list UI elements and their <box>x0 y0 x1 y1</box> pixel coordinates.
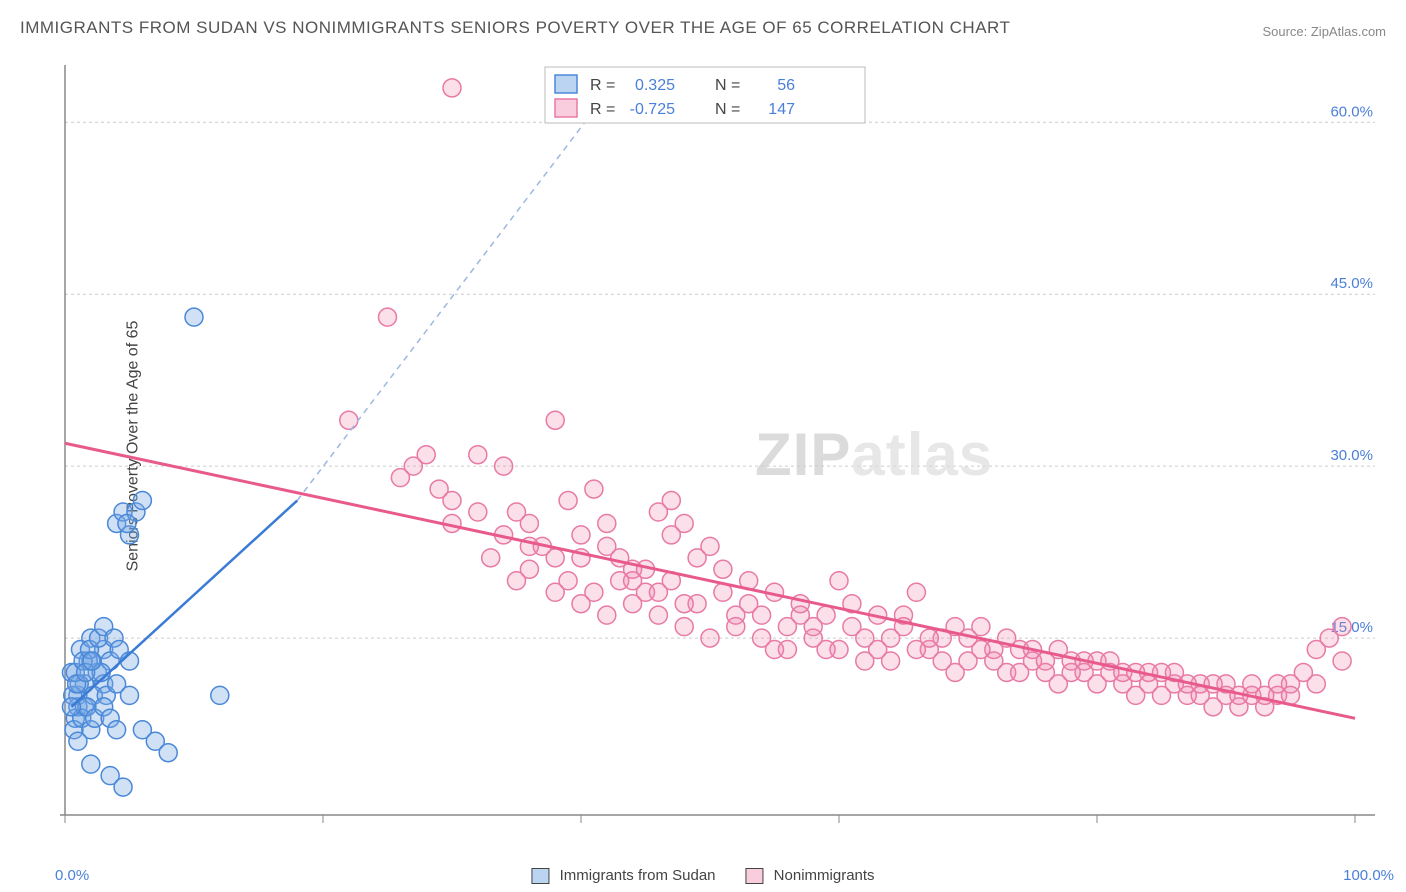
bottom-legend-item-blue: Immigrants from Sudan <box>531 867 715 884</box>
bottom-legend-label-blue: Immigrants from Sudan <box>560 867 716 884</box>
legend-n-value-1: 56 <box>777 77 795 94</box>
series-nonimmigrants <box>340 79 1351 716</box>
trendline-sudan-extrapolated <box>297 76 620 500</box>
series-immigrants-sudan <box>62 308 228 796</box>
legend-swatch-pink-icon <box>555 99 577 117</box>
svg-text:60.0%: 60.0% <box>1330 103 1373 120</box>
stats-legend: R = 0.325 N = 56 R = -0.725 N = 147 <box>545 67 865 123</box>
source-label: Source: ZipAtlas.com <box>1262 24 1386 39</box>
x-tick-label-max: 100.0% <box>1343 867 1394 884</box>
y-tick-labels: 15.0%30.0%45.0%60.0% <box>1330 103 1373 636</box>
svg-text:30.0%: 30.0% <box>1330 447 1373 464</box>
chart-title: IMMIGRANTS FROM SUDAN VS NONIMMIGRANTS S… <box>20 18 1010 38</box>
legend-swatch-blue-icon <box>555 75 577 93</box>
chart-area: 15.0%30.0%45.0%60.0% ZIPatlas R = 0.325 … <box>55 55 1385 835</box>
legend-n-value-2: 147 <box>768 101 795 118</box>
legend-n-label-1: N = <box>715 77 740 94</box>
x-ticks <box>65 815 1355 823</box>
bottom-legend-label-pink: Nonimmigrants <box>774 867 875 884</box>
legend-r-value-1: 0.325 <box>635 77 675 94</box>
x-tick-label-min: 0.0% <box>55 867 89 884</box>
trendline-sudan <box>71 501 297 707</box>
legend-r-label-1: R = <box>590 77 615 94</box>
trendline-nonimmigrants <box>65 443 1355 718</box>
svg-text:45.0%: 45.0% <box>1330 275 1373 292</box>
legend-r-label-2: R = <box>590 101 615 118</box>
bottom-legend-item-pink: Nonimmigrants <box>746 867 875 884</box>
swatch-pink-icon <box>746 868 764 884</box>
bottom-legend: Immigrants from Sudan Nonimmigrants <box>531 867 874 884</box>
swatch-blue-icon <box>531 868 549 884</box>
watermark-text: ZIPatlas <box>755 421 993 488</box>
legend-n-label-2: N = <box>715 101 740 118</box>
scatter-plot-svg: 15.0%30.0%45.0%60.0% ZIPatlas R = 0.325 … <box>55 55 1385 835</box>
legend-r-value-2: -0.725 <box>630 101 675 118</box>
